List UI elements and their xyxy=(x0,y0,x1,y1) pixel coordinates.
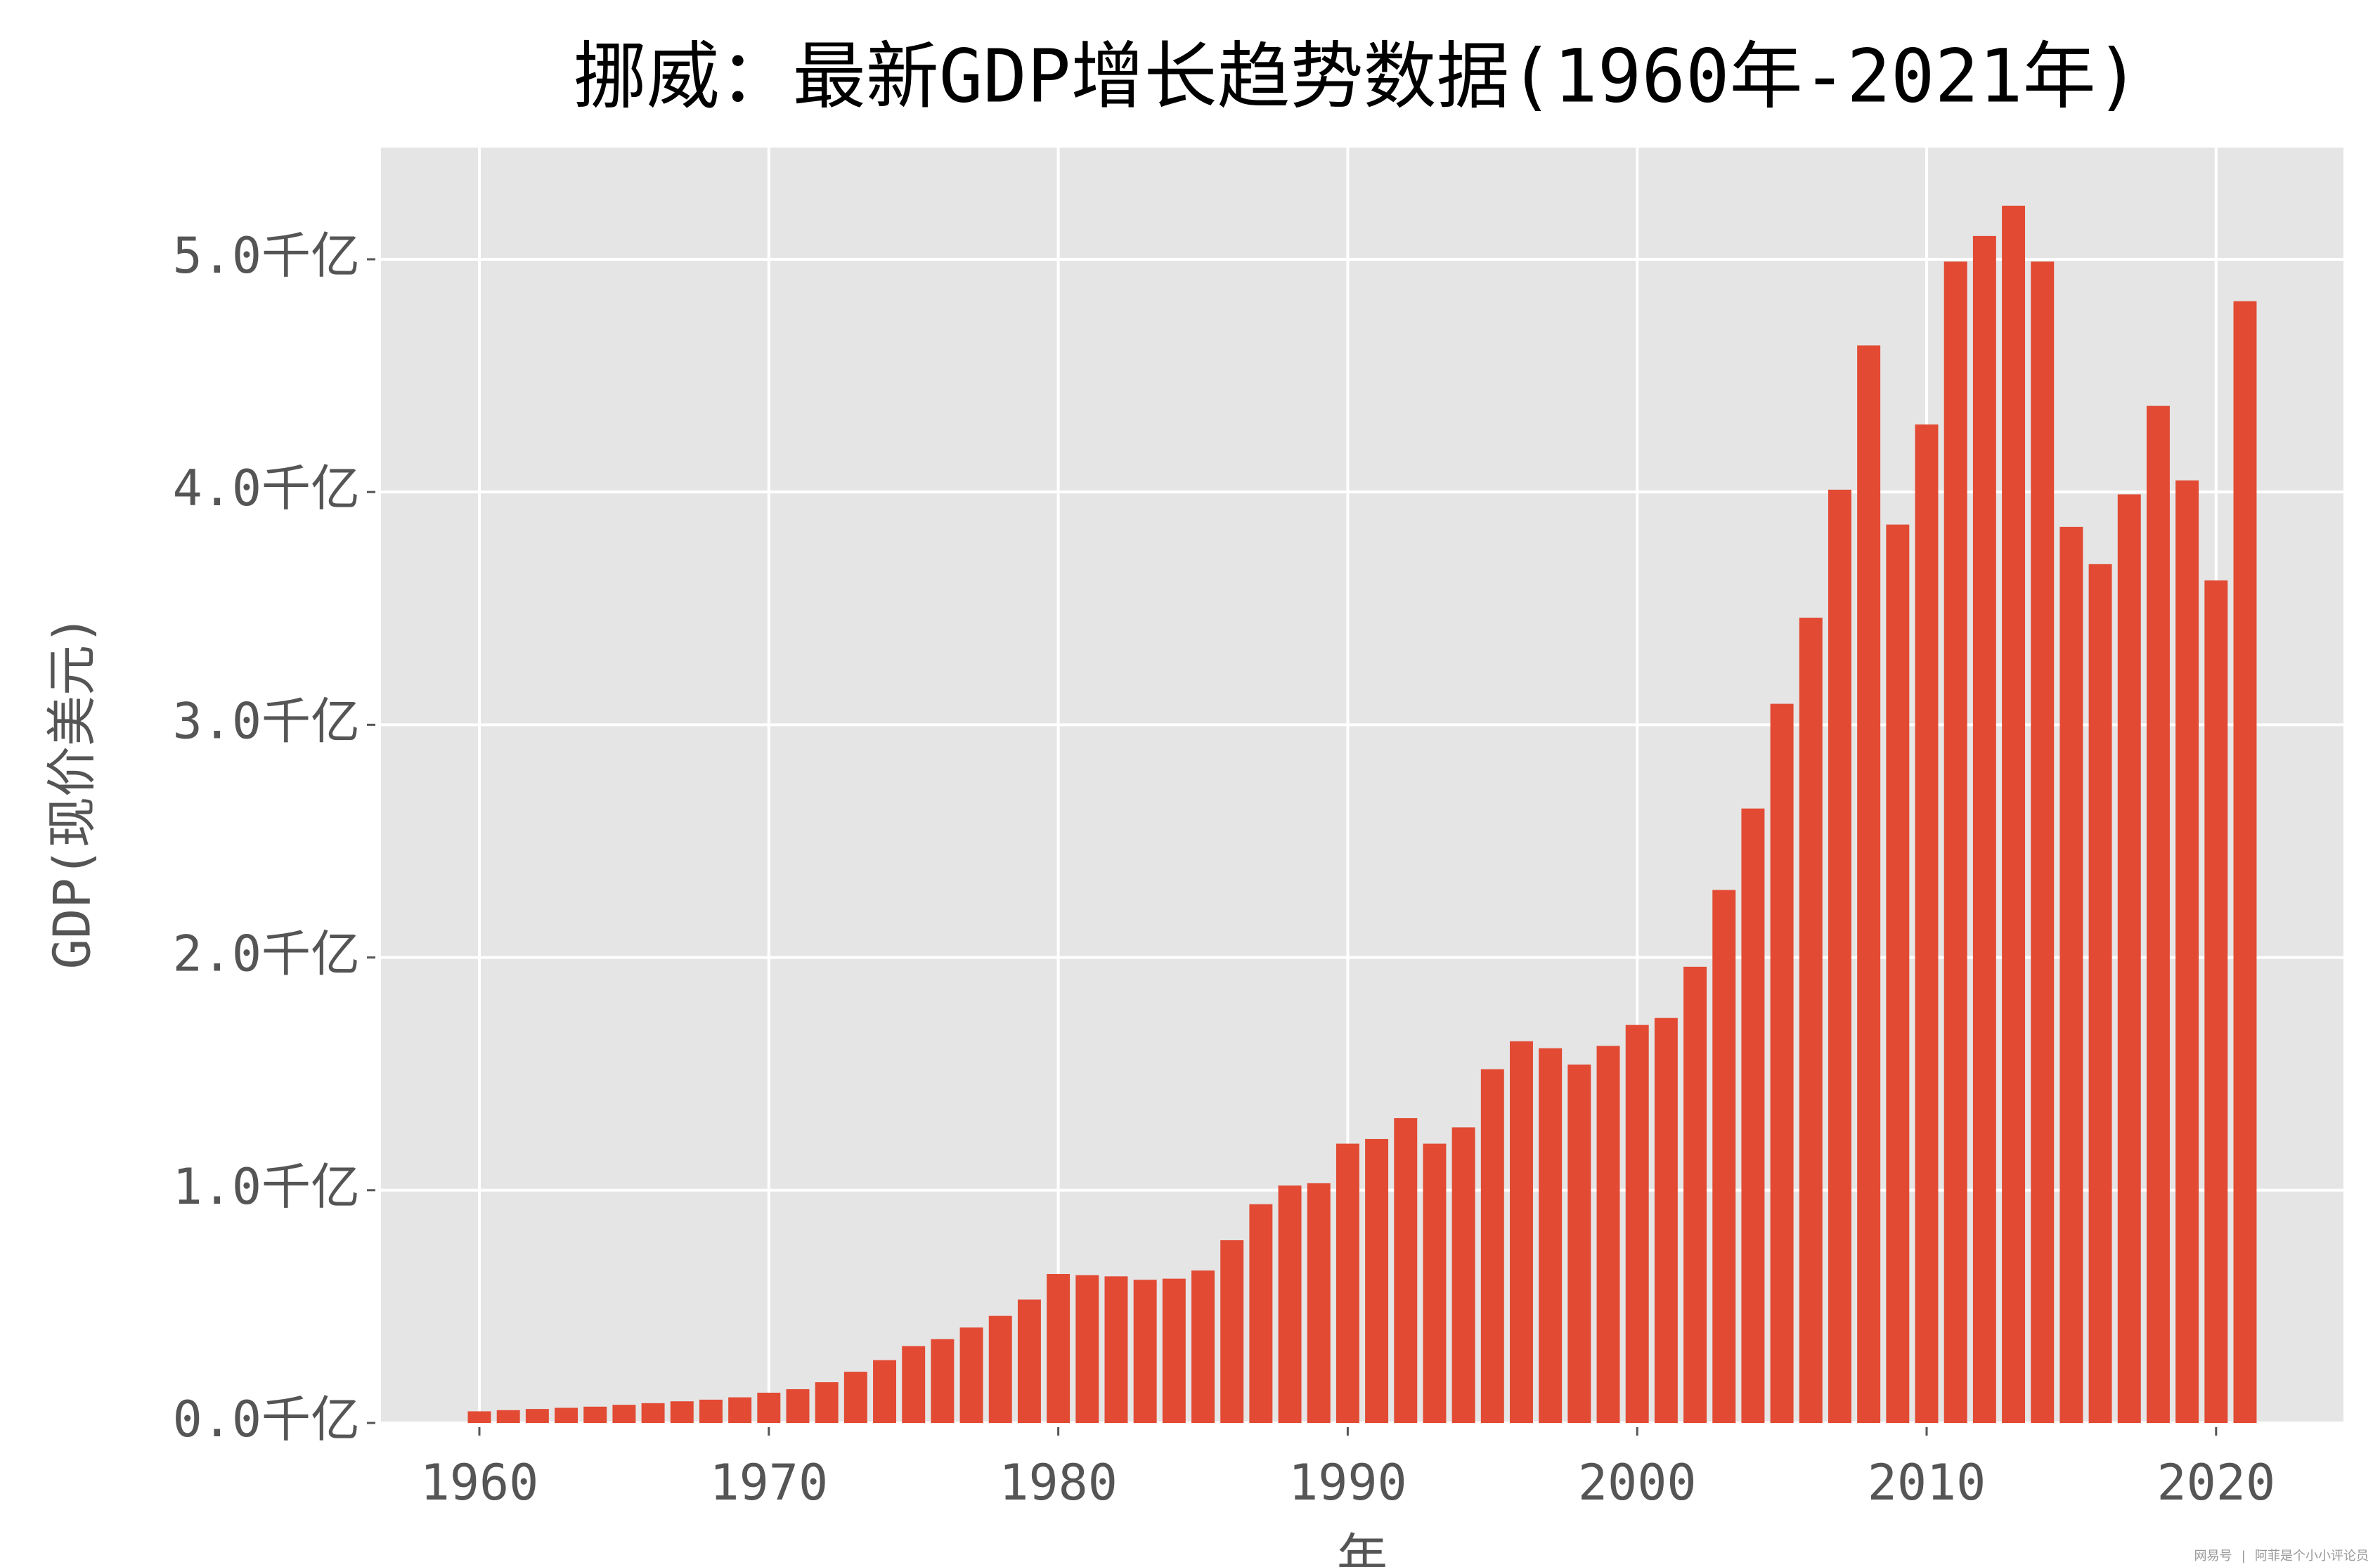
chart-title: 挪威：最新GDP增长趋势数据(1960年-2021年) xyxy=(574,33,2140,119)
bar xyxy=(959,1327,983,1423)
bar xyxy=(902,1346,926,1423)
bar xyxy=(1278,1185,1302,1423)
bar xyxy=(1365,1138,1389,1423)
y-axis-label: GDP(现价美元) xyxy=(43,615,102,970)
x-tick-label: 1980 xyxy=(999,1454,1118,1511)
bar xyxy=(1683,966,1707,1423)
bar xyxy=(2204,580,2228,1423)
bar xyxy=(1307,1183,1331,1423)
y-tick-label: 3.0千亿 xyxy=(173,692,360,750)
bar xyxy=(1567,1064,1591,1423)
bar xyxy=(1191,1270,1215,1423)
bar xyxy=(2031,261,2055,1423)
bar xyxy=(1220,1240,1244,1423)
bar xyxy=(1451,1127,1475,1423)
bar xyxy=(2002,205,2026,1424)
bar xyxy=(786,1389,810,1423)
bar xyxy=(1654,1017,1678,1423)
y-tick-label: 0.0千亿 xyxy=(173,1391,360,1448)
bar xyxy=(1249,1204,1273,1423)
y-tick-label: 5.0千亿 xyxy=(173,227,360,285)
y-tick-label: 1.0千亿 xyxy=(173,1158,360,1216)
bar xyxy=(873,1360,897,1423)
y-tick-label: 4.0千亿 xyxy=(173,460,360,517)
bar xyxy=(1047,1274,1071,1423)
bar xyxy=(2059,526,2083,1423)
bar xyxy=(670,1401,694,1423)
bar xyxy=(1423,1143,1447,1423)
bar xyxy=(931,1339,955,1423)
bar xyxy=(1770,703,1794,1423)
bar xyxy=(1944,261,1967,1423)
bar xyxy=(843,1372,867,1423)
bar xyxy=(496,1410,520,1423)
x-tick-label: 2000 xyxy=(1578,1454,1697,1511)
bar xyxy=(2146,405,2170,1423)
bar xyxy=(1075,1275,1099,1423)
bar xyxy=(1712,890,1736,1423)
bar xyxy=(1828,489,1851,1424)
bar xyxy=(1510,1041,1533,1423)
bar xyxy=(1915,424,1939,1423)
bar xyxy=(1480,1069,1504,1423)
bar xyxy=(1799,618,1823,1423)
bar xyxy=(1972,235,1996,1423)
bar xyxy=(1596,1046,1620,1423)
bar xyxy=(1394,1118,1418,1423)
bar xyxy=(467,1411,491,1423)
bar xyxy=(583,1406,607,1423)
bar xyxy=(1335,1143,1359,1423)
bar xyxy=(1741,808,1765,1423)
x-tick-label: 2010 xyxy=(1868,1454,1986,1511)
bar xyxy=(757,1392,781,1423)
bar xyxy=(2117,494,2141,1423)
bar xyxy=(2088,564,2112,1423)
bar xyxy=(728,1397,752,1423)
bar xyxy=(612,1405,636,1423)
x-axis-label: 年 xyxy=(1337,1528,1388,1567)
x-tick-label: 1970 xyxy=(710,1454,829,1511)
x-tick-label: 1960 xyxy=(420,1454,539,1511)
bar xyxy=(1857,345,1881,1424)
bar xyxy=(988,1315,1012,1423)
y-tick-label: 2.0千亿 xyxy=(173,925,360,983)
bar xyxy=(555,1407,578,1423)
bar xyxy=(525,1409,549,1423)
bar xyxy=(641,1403,665,1423)
watermark: 网易号 | 阿菲是个小小评论员 xyxy=(2194,1549,2369,1563)
bar xyxy=(815,1382,839,1423)
bar xyxy=(699,1399,723,1423)
bar xyxy=(1886,524,1910,1424)
bar xyxy=(1104,1276,1128,1423)
bar xyxy=(1162,1278,1186,1423)
x-tick-label: 2020 xyxy=(2157,1454,2276,1511)
bar xyxy=(1539,1048,1563,1423)
bar xyxy=(1133,1280,1157,1423)
bar xyxy=(2233,301,2257,1424)
bar xyxy=(1017,1299,1041,1423)
bar xyxy=(1625,1025,1649,1423)
bar xyxy=(2175,480,2199,1423)
x-tick-label: 1990 xyxy=(1288,1454,1407,1511)
